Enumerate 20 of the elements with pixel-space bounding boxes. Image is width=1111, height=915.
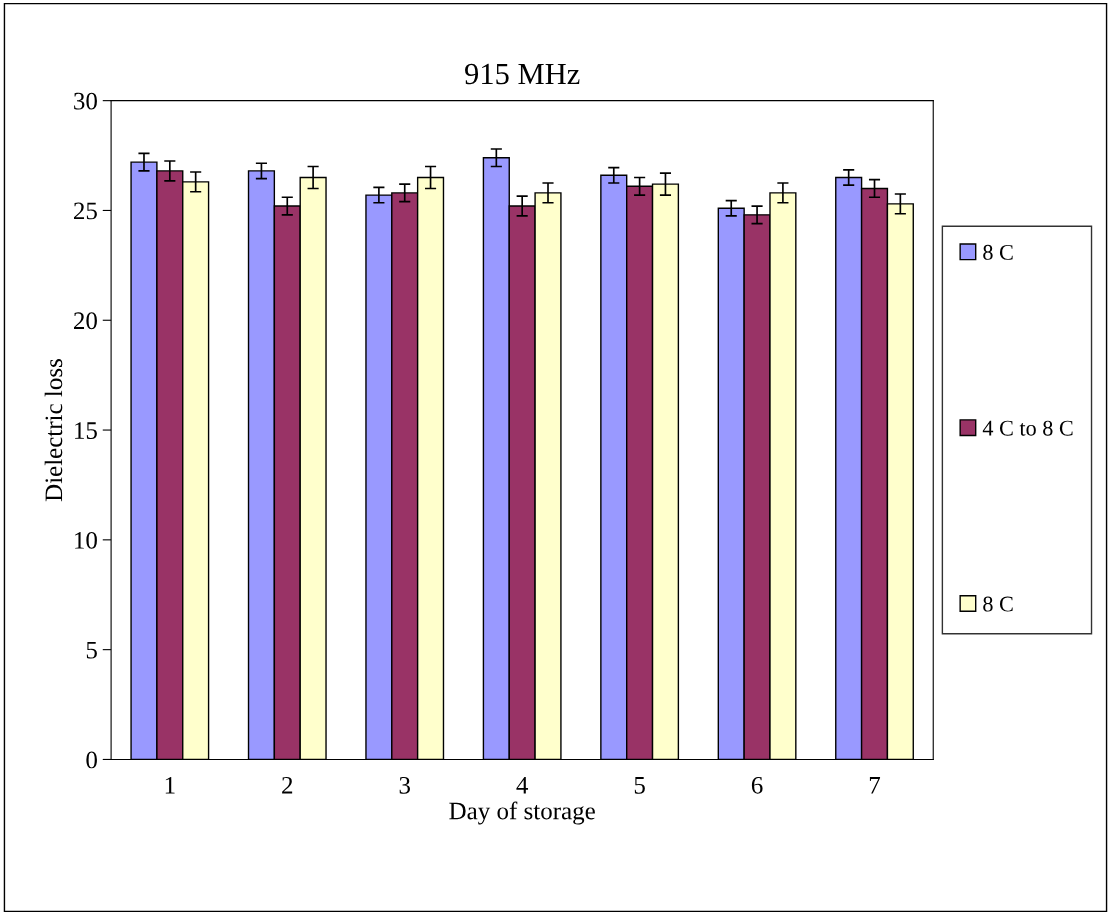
x-tick-label: 6 <box>751 776 763 794</box>
y-tick-label: 0 <box>86 751 97 769</box>
x-tick-label: 4 <box>516 777 529 794</box>
legend-label: 4 C to 8 C <box>982 420 1073 436</box>
x-tick-label: 2 <box>282 776 293 794</box>
legend-label: 8 C <box>983 244 1013 260</box>
legend-label: 8 C <box>983 596 1013 612</box>
x-tick-label: 5 <box>634 777 645 794</box>
chart-title: 915 MHz <box>465 63 580 85</box>
x-axis-title: Day of storage <box>449 801 595 825</box>
x-tick-label: 1 <box>165 776 175 794</box>
x-tick-label: 7 <box>869 777 881 794</box>
y-tick-label: 20 <box>74 312 97 330</box>
y-tick-label: 30 <box>74 92 97 110</box>
y-tick-label: 15 <box>75 422 97 439</box>
x-tick-label: 3 <box>399 776 410 794</box>
y-tick-label: 10 <box>75 531 97 549</box>
y-tick-label: 5 <box>86 641 97 659</box>
y-axis-title: Dielectric loss <box>44 359 63 502</box>
y-tick-label: 25 <box>74 202 97 220</box>
